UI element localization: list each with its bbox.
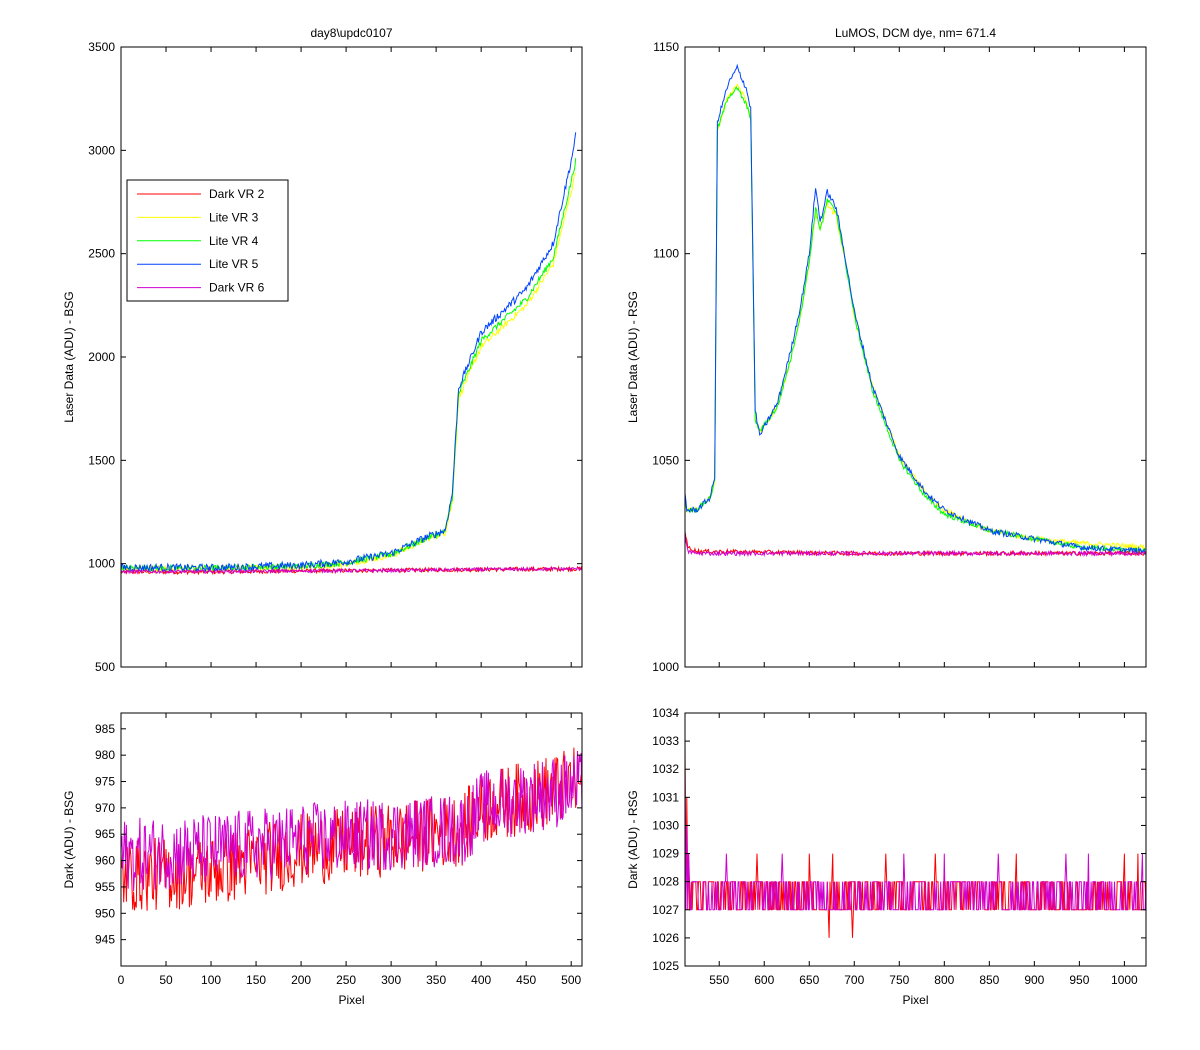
- x-axis-label: Pixel: [338, 993, 364, 1007]
- legend-entry-label: Lite VR 4: [209, 234, 259, 248]
- x-tick-label: 0: [118, 973, 125, 987]
- y-tick-label: 500: [95, 660, 115, 674]
- chart-panel-2: 1000 1050 1100 1150 LuMOS, DCM dye, nm= 671.…: [626, 26, 1147, 674]
- series-line-lite-vr-5: [121, 132, 577, 574]
- series-line-dark-vr-6: [685, 769, 1146, 911]
- series-group: [685, 741, 1146, 938]
- x-tick-label: 700: [844, 973, 864, 987]
- x-tick-label: 750: [889, 973, 909, 987]
- axes-box: [684, 712, 1147, 967]
- y-tick-label: 970: [95, 801, 115, 815]
- x-tick-label: 500: [561, 973, 581, 987]
- y-tick-label: 975: [95, 775, 115, 789]
- x-tick-label: 150: [246, 973, 266, 987]
- y-tick-label: 2000: [88, 350, 115, 364]
- x-tick-label: 50: [159, 973, 173, 987]
- y-tick-label: 1034: [652, 706, 679, 720]
- y-axis-label: Dark (ADU) - BSG: [62, 790, 76, 888]
- series-group: [121, 747, 582, 911]
- series-line-dark-vr-6: [121, 751, 582, 892]
- x-tick-label: 1000: [1111, 973, 1138, 987]
- x-tick-label: 550: [709, 973, 729, 987]
- axes-box: [684, 46, 1147, 668]
- chart-panel-1: 500 1000 1500 2000 2500 3000 3500 day8\updc0107…: [62, 26, 583, 674]
- y-axis-label: Laser Data (ADU) - RSG: [626, 291, 640, 423]
- x-tick-label: 650: [799, 973, 819, 987]
- y-tick-label: 1029: [652, 847, 679, 861]
- y-tick-label: 1031: [652, 790, 679, 804]
- axes-box: [120, 712, 583, 967]
- legend-entry-label: Dark VR 2: [209, 187, 265, 201]
- y-tick-label: 960: [95, 854, 115, 868]
- y-tick-label: 3500: [88, 40, 115, 54]
- y-tick-label: 1000: [652, 660, 679, 674]
- x-tick-label: 400: [471, 973, 491, 987]
- x-tick-label: 200: [291, 973, 311, 987]
- y-tick-label: 1033: [652, 734, 679, 748]
- y-tick-label: 1100: [653, 247, 679, 261]
- y-tick-label: 1027: [652, 903, 679, 917]
- x-tick-label: 450: [516, 973, 536, 987]
- y-tick-label: 1030: [652, 818, 679, 832]
- y-tick-label: 950: [95, 906, 115, 920]
- y-tick-label: 1025: [652, 959, 679, 973]
- y-tick-label: 1000: [88, 557, 115, 571]
- series-line-lite-vr-5: [685, 63, 1146, 556]
- chart-title: LuMOS, DCM dye, nm= 671.4: [835, 26, 996, 40]
- series-line-dark-vr-6: [685, 532, 1146, 558]
- y-tick-label: 1150: [653, 40, 679, 54]
- series-group: [121, 132, 582, 576]
- x-tick-label: 900: [1024, 973, 1044, 987]
- legend-entry-label: Lite VR 3: [209, 210, 259, 224]
- chart-title: day8\updc0107: [310, 26, 392, 40]
- y-tick-label: 1500: [88, 453, 115, 467]
- x-tick-label: 100: [201, 973, 221, 987]
- y-tick-label: 965: [95, 827, 115, 841]
- legend: Dark VR 2 Lite VR 3 Lite VR 4 Lite VR 5 Dark…: [126, 179, 289, 302]
- y-axis-label: Dark (ADU) - RSG: [626, 790, 640, 889]
- y-tick-label: 3000: [88, 143, 115, 157]
- series-line-dark-vr-2: [685, 531, 1146, 558]
- y-tick-label: 1050: [652, 453, 679, 467]
- y-tick-label: 980: [95, 748, 115, 762]
- x-tick-label: 850: [979, 973, 999, 987]
- y-tick-label: 945: [95, 933, 115, 947]
- chart-panel-4: 550 600 650 700 750 800 850 900 950 1000 1025 1026 1…: [626, 706, 1147, 1007]
- y-tick-label: 985: [95, 722, 115, 736]
- plot-area: [685, 713, 1146, 966]
- x-tick-label: 350: [426, 973, 446, 987]
- y-tick-label: 2500: [88, 247, 115, 261]
- plot-area: [685, 47, 1146, 667]
- x-tick-label: 600: [754, 973, 774, 987]
- legend-entry-label: Lite VR 5: [209, 257, 259, 271]
- x-axis-label: Pixel: [902, 993, 928, 1007]
- y-tick-label: 955: [95, 880, 115, 894]
- legend-entry-label: Dark VR 6: [209, 281, 265, 295]
- x-tick-label: 250: [336, 973, 356, 987]
- x-tick-label: 950: [1069, 973, 1089, 987]
- y-axis-label: Laser Data (ADU) - BSG: [62, 291, 76, 422]
- plot-area: [121, 47, 582, 667]
- x-tick-label: 800: [934, 973, 954, 987]
- y-tick-label: 1026: [652, 931, 679, 945]
- chart-panel-3: 0 50 100 150 200 250 300 350 400 450 500 945 950 955 9…: [62, 712, 583, 1007]
- y-tick-label: 1028: [652, 875, 679, 889]
- panels: 500100015002000250030003500day8\updc0107…: [62, 26, 1147, 1007]
- x-tick-label: 300: [381, 973, 401, 987]
- series-group: [685, 63, 1146, 558]
- y-tick-label: 1032: [652, 762, 679, 776]
- series-line-dark-vr-2: [121, 565, 582, 576]
- series-line-dark-vr-6: [121, 566, 582, 575]
